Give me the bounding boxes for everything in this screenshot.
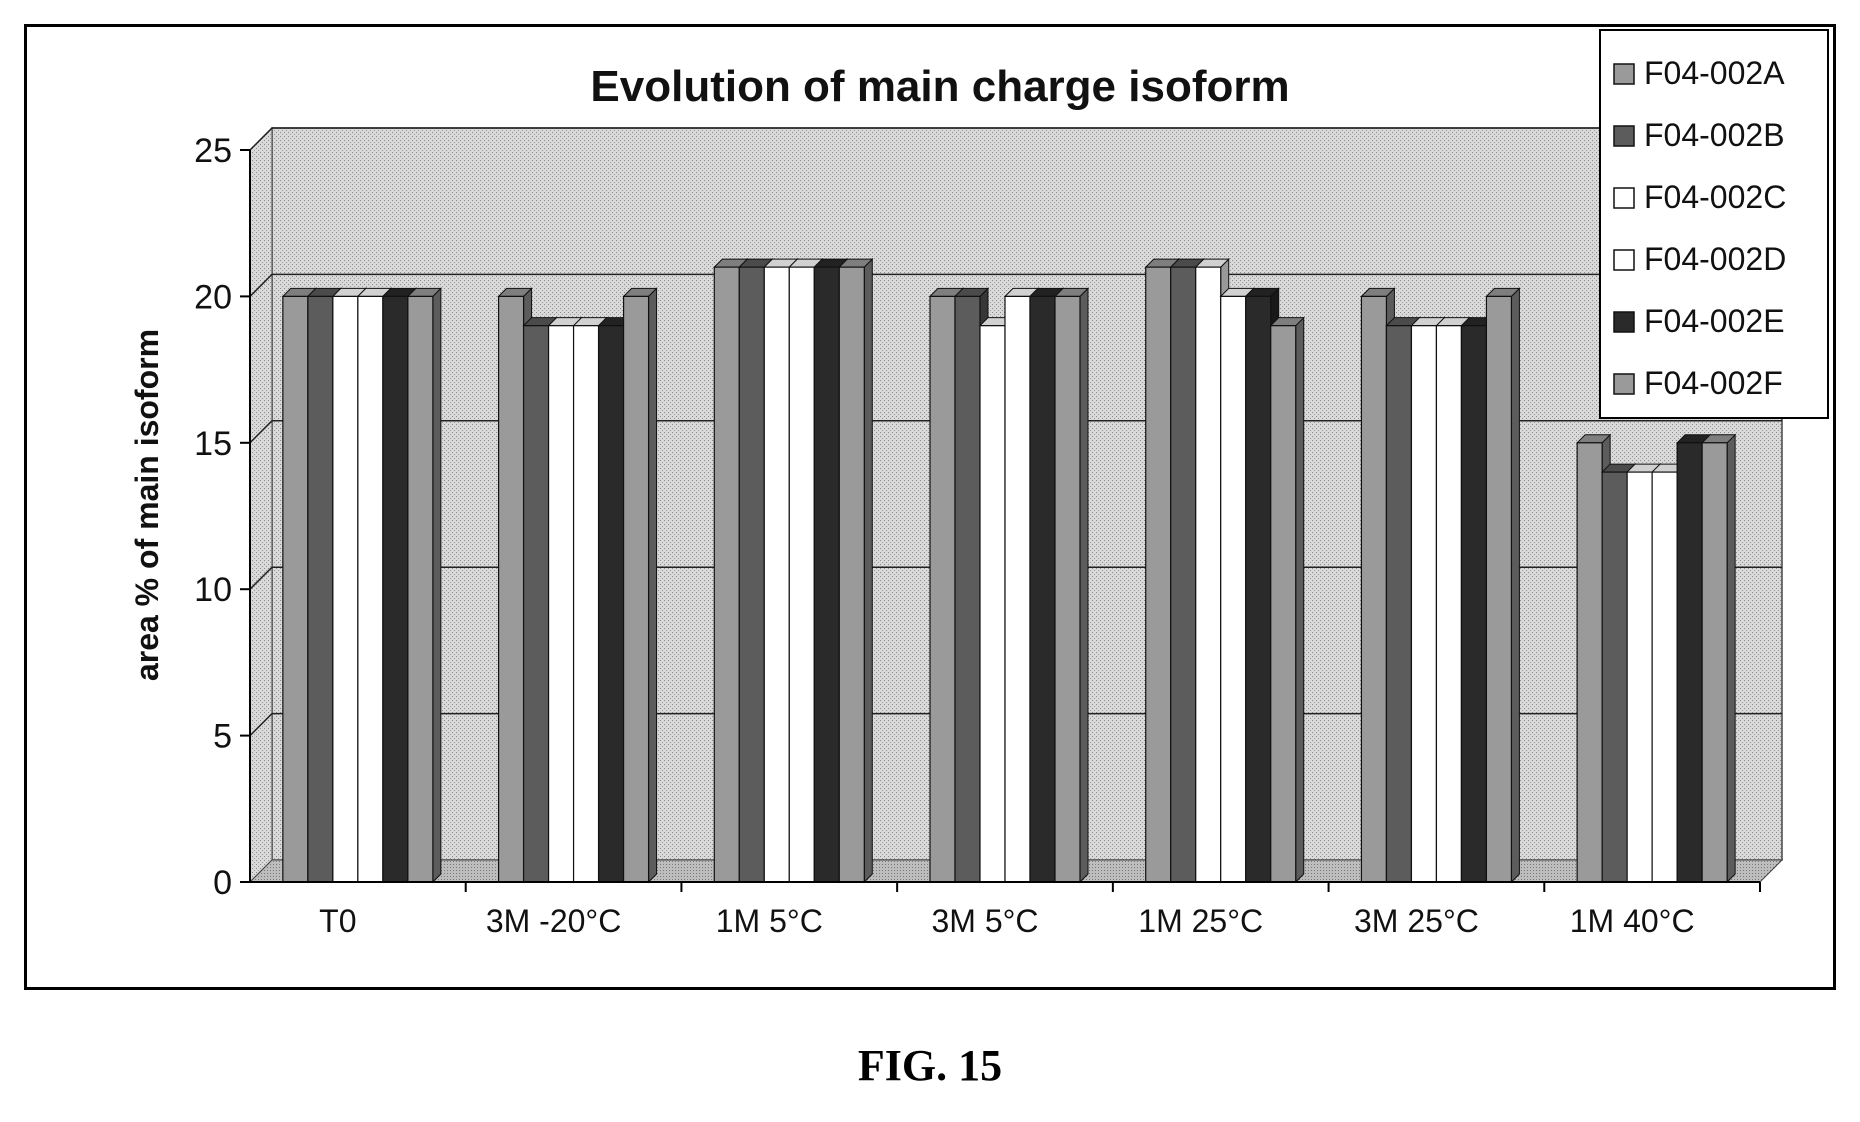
plot-area: 0 5 10 15 20 25 T0 3M -20°C 1M 5°C 3M 5°C 1M 25°C 3…: [194, 126, 1784, 939]
bar: [406, 287, 443, 884]
x-tick-label: 3M -20°C: [486, 903, 622, 939]
x-tick-label: 1M 5°C: [716, 903, 823, 939]
side-wall: [249, 126, 273, 884]
legend-swatch: [1613, 373, 1635, 395]
legend-label: F04-002F: [1644, 365, 1783, 401]
bar: [1700, 433, 1737, 884]
y-tick-label: 20: [194, 278, 232, 316]
y-tick-label: 25: [194, 132, 232, 170]
x-tick-label: 3M 25°C: [1354, 903, 1479, 939]
x-tick-label: 1M 40°C: [1570, 903, 1695, 939]
bar: [622, 287, 658, 884]
legend-label: F04-002C: [1644, 179, 1786, 215]
figure-caption: FIG. 15: [857, 1041, 1003, 1090]
bar: [1144, 257, 1180, 884]
bar: [788, 257, 824, 884]
legend-swatch: [1613, 249, 1635, 271]
legend-swatch: [1613, 311, 1635, 333]
legend-label: F04-002B: [1644, 117, 1785, 153]
y-tick-label: 5: [213, 718, 232, 756]
legend-swatch: [1613, 187, 1635, 209]
gridline: [249, 127, 1782, 151]
bar: [1485, 287, 1521, 884]
x-tick-label: T0: [319, 903, 356, 939]
legend-swatch: [1613, 125, 1635, 147]
gridline: [249, 273, 1782, 297]
legend-swatch: [1613, 63, 1635, 85]
legend-label: F04-002A: [1644, 55, 1785, 91]
legend-box: [1599, 29, 1829, 419]
y-tick-label: 0: [213, 864, 232, 902]
y-tick-label: 10: [194, 571, 232, 609]
chart-title: Evolution of main charge isoform: [590, 62, 1289, 111]
legend: F04-002A F04-002B F04-002C F04-002D F04-002E…: [1599, 29, 1829, 419]
y-tick-label: 15: [194, 425, 232, 463]
bar: [838, 257, 874, 884]
bar: [1053, 287, 1090, 884]
legend-label: F04-002E: [1644, 303, 1785, 339]
x-tick-label: 3M 5°C: [931, 903, 1038, 939]
x-tick-label: 1M 25°C: [1138, 903, 1263, 939]
bar: [1269, 316, 1305, 884]
legend-label: F04-002D: [1644, 241, 1786, 277]
y-axis-label: area % of main isoform: [129, 329, 165, 681]
